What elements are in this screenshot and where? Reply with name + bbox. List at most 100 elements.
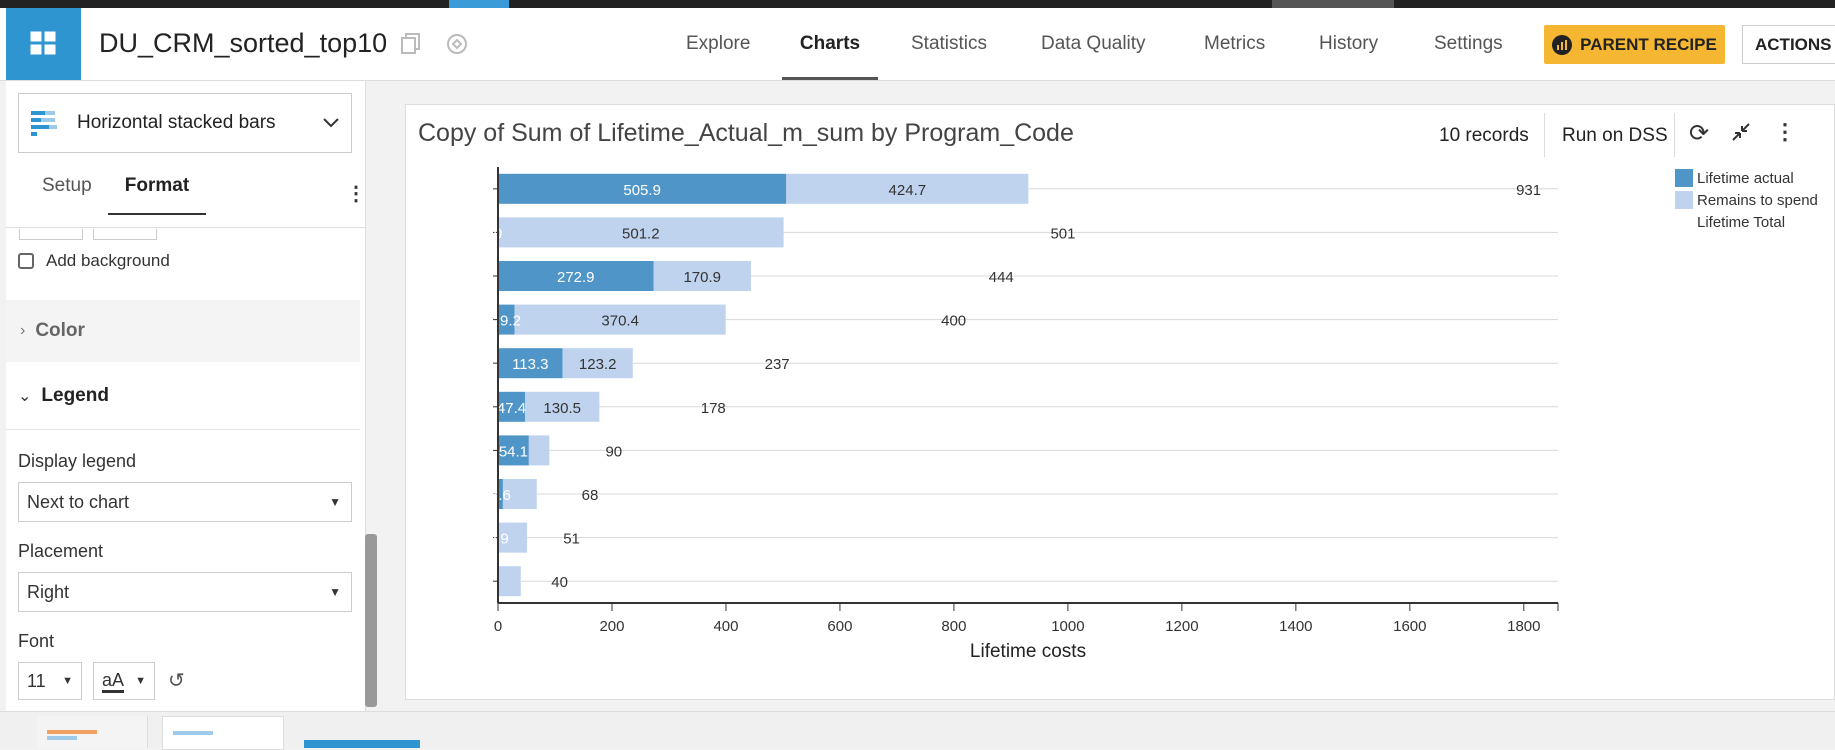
bar-remains-to-spend — [653, 261, 751, 291]
chart-thumbnails-bar — [0, 711, 1835, 750]
tab-format[interactable]: Format — [108, 175, 206, 215]
font-color-select[interactable]: aA ▼ — [93, 662, 155, 700]
x-tick-label: 200 — [599, 618, 624, 635]
chart-thumbnail-active[interactable] — [162, 716, 284, 750]
x-tick-label: 600 — [827, 618, 852, 635]
caret-down-icon: ▼ — [329, 585, 341, 599]
cut-off-field — [93, 229, 157, 240]
add-background-label: Add background — [46, 251, 170, 270]
add-background-checkbox[interactable] — [18, 253, 34, 269]
chevron-right-icon: › — [20, 322, 26, 339]
data-label-remains: 501.2 — [622, 225, 660, 242]
bar-lifetime-actual — [498, 391, 526, 422]
x-tick-label: 0 — [494, 618, 502, 635]
chart-config-sidebar: Horizontal stacked bars Setup Format ⋮ A… — [6, 81, 377, 711]
legend-swatch — [1675, 169, 1693, 187]
x-tick-label: 1000 — [1051, 618, 1084, 635]
reset-icon[interactable]: ↺ — [168, 670, 185, 692]
bar-remains-to-spend — [498, 566, 521, 597]
legend-swatch — [1675, 191, 1693, 209]
data-label-total: 444 — [989, 269, 1014, 286]
data-label-total: 400 — [941, 313, 966, 330]
sidebar-scrollbar-thumb[interactable] — [365, 534, 377, 707]
x-tick-label: 1400 — [1279, 618, 1312, 635]
bar-remains-to-spend — [498, 217, 784, 248]
dataset-title: DU_CRM_sorted_top10 — [99, 28, 388, 58]
tab-explore[interactable]: Explore — [686, 33, 751, 54]
bar-lifetime-actual — [498, 479, 503, 509]
chart-type-selector[interactable]: Horizontal stacked bars — [18, 93, 352, 153]
add-background-row: Add background — [18, 251, 170, 271]
tab-data-quality[interactable]: Data Quality — [1041, 33, 1146, 54]
chart-title: Copy of Sum of Lifetime_Actual_m_sum by … — [418, 119, 1074, 147]
x-tick-label: 1800 — [1507, 618, 1540, 635]
data-label-remains: 123.2 — [579, 356, 617, 373]
data-label-total: 40 — [551, 574, 568, 591]
data-label-actual: 113.3 — [512, 356, 548, 373]
color-section-header[interactable]: › Color — [6, 300, 360, 362]
browser-top-strip — [0, 0, 1835, 8]
display-legend-label: Display legend — [18, 451, 137, 471]
tab-charts[interactable]: Charts — [782, 8, 878, 80]
parent-recipe-button[interactable]: PARENT RECIPE — [1544, 25, 1725, 64]
tabs-divider — [6, 227, 366, 228]
font-size-value: 11 — [27, 670, 46, 691]
bar-remains-to-spend — [525, 391, 600, 422]
bar-remains-to-spend — [562, 348, 633, 379]
dataset-logo-icon[interactable] — [6, 8, 81, 80]
collapse-icon[interactable] — [1730, 121, 1752, 148]
data-label-remains: 170.9 — [683, 269, 721, 286]
stacked-bars-icon — [31, 111, 57, 136]
placement-value: Right — [27, 581, 70, 602]
toolbar-divider — [1544, 113, 1545, 157]
bar-remains-to-spend — [502, 479, 537, 509]
placement-select[interactable]: Right ▼ — [18, 572, 352, 612]
legend-section-label: Legend — [41, 385, 109, 406]
legend-label: Remains to spend — [1697, 192, 1818, 209]
bar-remains-to-spend — [528, 435, 550, 466]
display-legend-select[interactable]: Next to chart ▼ — [18, 482, 352, 522]
legend-label: Lifetime actual — [1697, 170, 1794, 187]
placement-label: Placement — [18, 541, 104, 561]
legend-section-header[interactable]: ⌄ Legend — [6, 373, 360, 419]
parent-recipe-label: PARENT RECIPE — [1580, 34, 1717, 54]
data-label-total: 501 — [1050, 225, 1075, 242]
chevron-down-icon: ⌄ — [18, 388, 32, 405]
tab-statistics[interactable]: Statistics — [911, 33, 988, 54]
tab-setup[interactable]: Setup — [42, 175, 92, 196]
display-legend-value: Next to chart — [27, 491, 130, 512]
color-section-label: Color — [35, 320, 85, 341]
tab-history[interactable]: History — [1319, 33, 1379, 54]
data-label-actual: 29.2 — [492, 313, 521, 330]
x-tick-label: 400 — [713, 618, 738, 635]
data-label-actual: 8.6 — [490, 487, 511, 504]
font-size-select[interactable]: 11 ▼ — [18, 662, 82, 700]
toolbar-divider — [1674, 113, 1675, 157]
x-tick-label: 1200 — [1165, 618, 1198, 635]
caret-down-icon: ▼ — [135, 675, 146, 687]
legend-divider — [6, 429, 360, 430]
data-label-remains: 370.4 — [601, 313, 639, 330]
chart-thumbnail[interactable] — [37, 716, 148, 748]
recipe-icon — [1552, 34, 1573, 55]
tab-metrics[interactable]: Metrics — [1204, 33, 1266, 54]
top-strip-segment — [1272, 0, 1394, 8]
font-label: Font — [18, 631, 55, 651]
bar-lifetime-actual — [498, 435, 529, 466]
chart-panel: Copy of Sum of Lifetime_Actual_m_sum by … — [405, 104, 1835, 700]
actions-button[interactable]: ACTIONS — [1742, 25, 1835, 64]
copy-icon[interactable] — [399, 32, 423, 56]
bar-lifetime-actual — [498, 173, 787, 204]
data-label-total: 51 — [563, 531, 580, 548]
data-label-actual: 505.9 — [623, 182, 661, 199]
share-icon[interactable] — [445, 32, 469, 56]
font-color-glyph: aA — [102, 670, 125, 693]
more-options-icon[interactable]: ⋮ — [1774, 119, 1796, 144]
data-label-actual: 54.1 — [499, 443, 528, 460]
add-chart-button[interactable] — [304, 740, 420, 748]
refresh-icon[interactable]: ⟳ — [1689, 120, 1710, 147]
more-options-icon[interactable]: ⋮ — [346, 183, 366, 205]
run-on-dss-button[interactable]: Run on DSS — [1562, 125, 1668, 146]
top-bar: DU_CRM_sorted_top10 Explore Charts Stati… — [0, 8, 1835, 81]
tab-settings[interactable]: Settings — [1434, 33, 1503, 54]
